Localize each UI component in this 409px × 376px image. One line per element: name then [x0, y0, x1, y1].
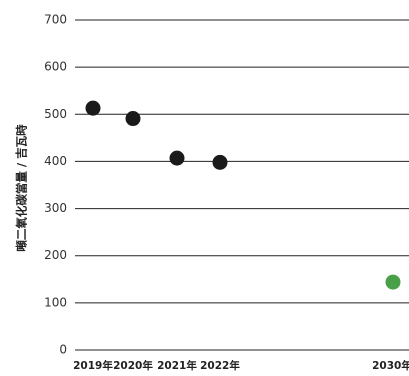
x-tick-label-2030: 2030年 [372, 359, 409, 372]
data-points [85, 100, 401, 290]
x-tick-label-2020: 2020年 [113, 359, 153, 372]
y-tick-label-300: 300 [44, 201, 67, 215]
data-point-2030 [385, 274, 401, 290]
y-tick-label-0: 0 [59, 343, 67, 357]
data-point-2021 [169, 150, 185, 166]
y-tick-label-600: 600 [44, 60, 67, 74]
data-point-2022 [212, 154, 228, 170]
y-tick-label-200: 200 [44, 248, 67, 262]
x-tick-label-2022: 2022年 [200, 359, 240, 372]
y-axis-title: 噸二氧化碳當量 / 吉瓦時 [15, 124, 29, 252]
grid [75, 19, 409, 351]
x-tick-label-2021: 2021年 [157, 359, 197, 372]
y-tick-label-400: 400 [44, 154, 67, 168]
x-tick-label-2019: 2019年 [73, 359, 113, 372]
y-tick-label-700: 700 [44, 13, 67, 27]
data-point-2019 [85, 100, 101, 116]
y-tick-label-500: 500 [44, 107, 67, 121]
data-point-2020 [125, 111, 141, 127]
x-tick-labels: 2019年 2020年 2021年 2022年 2030年 [73, 359, 409, 372]
y-tick-labels: 0 100 200 300 400 500 600 700 [44, 13, 67, 357]
y-tick-label-100: 100 [44, 295, 67, 309]
